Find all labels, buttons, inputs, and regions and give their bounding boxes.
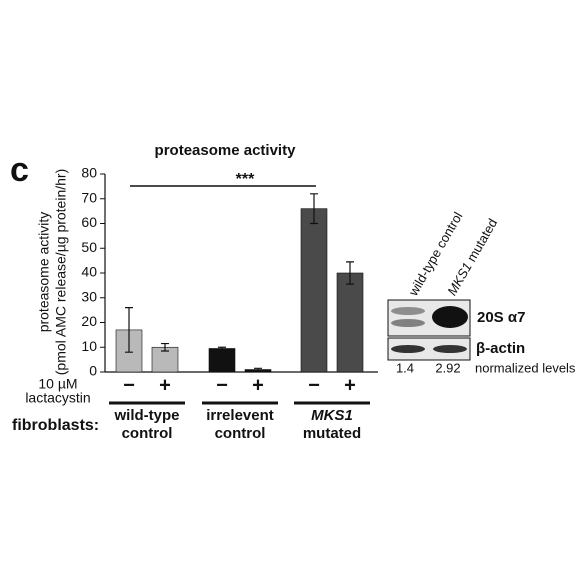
error-bar	[218, 346, 226, 351]
treatment-sign: −	[308, 374, 320, 396]
group-label: irrelevent	[206, 407, 274, 424]
treatment-label: 10 µM	[38, 376, 77, 392]
y-tick-label: 60	[81, 214, 97, 230]
group-label: wild-type	[113, 407, 179, 424]
normalized-level: 1.4	[396, 360, 414, 375]
y-tick-label: 0	[89, 363, 97, 379]
y-tick-label: 10	[81, 338, 97, 354]
treatment-sign: +	[159, 374, 171, 396]
y-tick-label: 50	[81, 239, 97, 255]
significance-label: ***	[236, 171, 255, 188]
lane-text: mutated	[462, 216, 500, 267]
bar	[336, 272, 364, 373]
bar	[300, 208, 328, 373]
blot-band	[391, 307, 425, 315]
y-tick-label: 30	[81, 288, 97, 304]
bar	[208, 348, 236, 373]
y-axis-label: (pmol AMC release/µg protein/hr)	[53, 169, 69, 375]
group-axis-label: fibroblasts:	[12, 417, 99, 434]
error-bar	[161, 342, 169, 352]
y-tick-label: 80	[81, 165, 97, 181]
blot-band	[391, 319, 425, 327]
error-bar	[346, 261, 354, 285]
blot-band	[432, 306, 468, 328]
blot-box	[387, 337, 471, 361]
normalized-label: normalized levels	[475, 360, 576, 375]
blot-band	[433, 345, 467, 353]
group-label: control	[215, 425, 266, 442]
treatment-label: lactacystin	[25, 390, 90, 406]
group-label: mutated	[303, 425, 361, 442]
panel-label: c	[10, 151, 29, 189]
error-bar	[125, 307, 133, 353]
y-axis-label: proteasome activity	[36, 212, 52, 333]
y-tick-label: 70	[81, 189, 97, 205]
normalized-level: 2.92	[435, 360, 460, 375]
treatment-sign: −	[123, 374, 135, 396]
group-label: MKS1	[311, 407, 353, 424]
y-tick-label: 20	[81, 313, 97, 329]
treatment-sign: +	[344, 374, 356, 396]
band-label: β-actin	[476, 340, 525, 357]
treatment-sign: +	[252, 374, 264, 396]
y-tick-label: 40	[81, 264, 97, 280]
chart-title: proteasome activity	[155, 142, 297, 159]
error-bar	[310, 193, 318, 225]
band-label: 20S α7	[477, 309, 525, 326]
error-bar	[254, 367, 262, 372]
group-label: control	[122, 425, 173, 442]
bar	[151, 346, 179, 373]
blot-band	[391, 345, 425, 353]
treatment-sign: −	[216, 374, 228, 396]
